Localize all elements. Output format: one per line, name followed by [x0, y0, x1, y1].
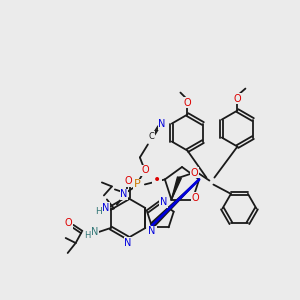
Text: O: O — [124, 176, 132, 186]
Text: H: H — [85, 230, 91, 239]
Text: O: O — [234, 94, 241, 103]
Text: N: N — [160, 197, 167, 207]
Polygon shape — [150, 179, 199, 227]
Text: C: C — [149, 132, 155, 141]
Text: N: N — [120, 189, 128, 200]
Text: P: P — [134, 179, 140, 189]
Text: H: H — [95, 208, 102, 217]
Text: N: N — [124, 238, 132, 248]
Text: O: O — [192, 193, 200, 202]
Text: N: N — [148, 226, 156, 236]
Text: O: O — [141, 165, 149, 176]
Text: O: O — [65, 218, 73, 228]
Polygon shape — [171, 177, 181, 200]
Text: N: N — [102, 203, 110, 213]
Text: •: • — [153, 173, 161, 187]
Text: N: N — [158, 119, 166, 129]
Text: O: O — [190, 168, 198, 178]
Text: N: N — [91, 227, 98, 237]
Text: O: O — [184, 98, 191, 108]
